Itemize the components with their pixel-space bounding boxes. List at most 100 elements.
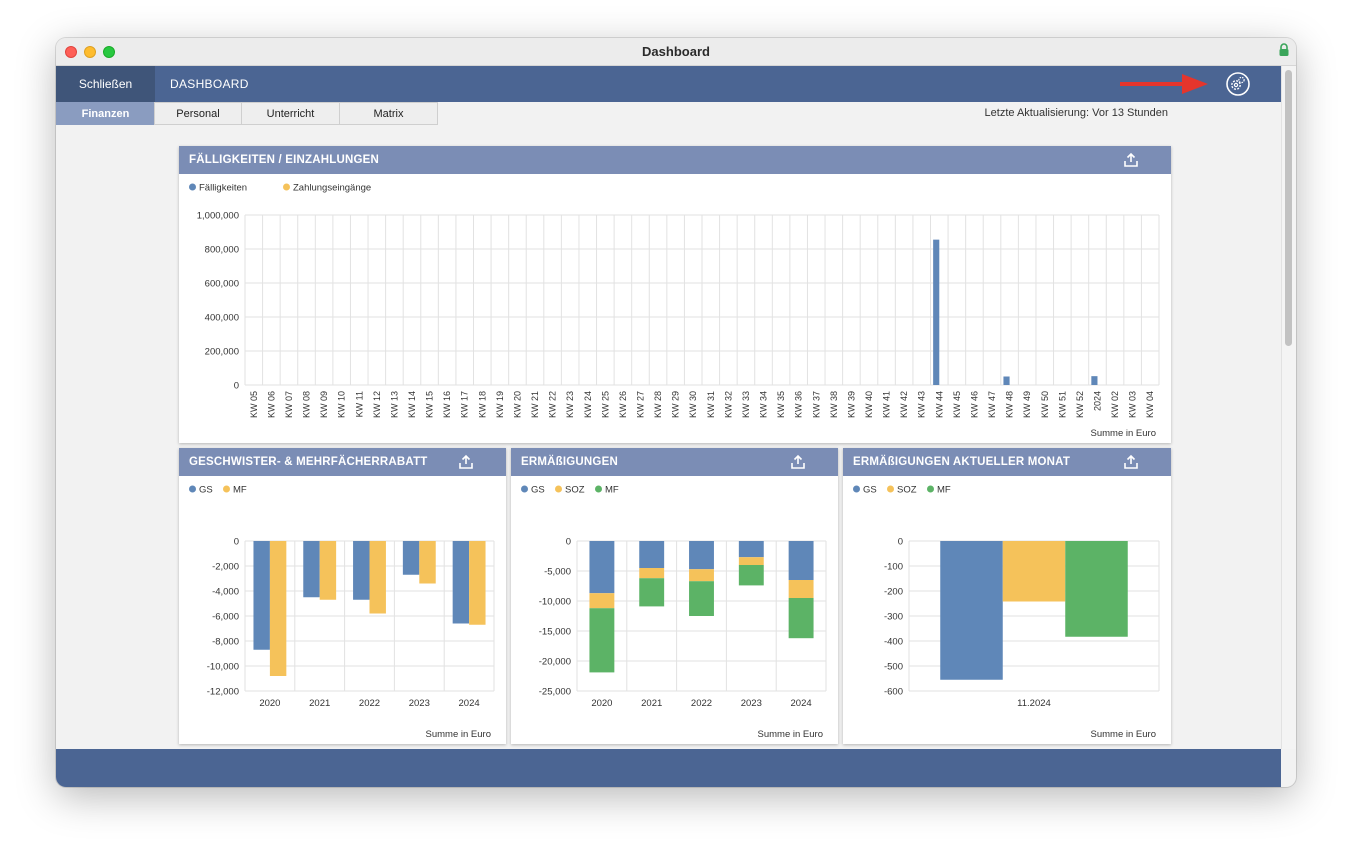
legend-marker: [853, 485, 860, 493]
x-tick-label: KW 18: [477, 391, 487, 418]
panel-ermaessigungen-monat: ERMÄßIGUNGEN AKTUELLER MONAT GS SOZ MF 0 -10…: [843, 448, 1171, 744]
x-tick-label: KW 43: [917, 391, 927, 418]
bar: [689, 581, 714, 616]
x-tick-label: KW 29: [671, 391, 681, 418]
app-window: Dashboard Schließen DASHBOARD Finanzen P…: [56, 38, 1296, 787]
bar: [788, 598, 814, 639]
y-tick-label: -6,000: [212, 612, 239, 623]
x-tick-label: KW 15: [425, 391, 435, 418]
bar: [1002, 541, 1066, 602]
x-tick-label: KW 30: [688, 391, 698, 418]
panel-title: ERMÄßIGUNGEN: [511, 448, 838, 476]
x-tick-label: 2024: [459, 698, 480, 709]
x-tick-label: KW 41: [882, 391, 892, 418]
dashboard-content: FÄLLIGKEITEN / EINZAHLUNGEN Fälligkeiten…: [56, 125, 1281, 749]
bar: [1091, 376, 1098, 385]
zoom-window-button[interactable]: [103, 46, 115, 58]
export-icon[interactable]: [790, 454, 806, 470]
tab-unterricht[interactable]: Unterricht: [241, 102, 340, 125]
chart-footer: Summe in Euro: [1091, 729, 1156, 740]
y-tick-label: -200: [884, 587, 903, 598]
y-tick-label: 0: [234, 381, 239, 392]
panel-title: ERMÄßIGUNGEN AKTUELLER MONAT: [843, 448, 1171, 476]
bar: [589, 541, 615, 594]
chart-geschwister: GS MF 0 -2,000 -4,000 -6,000 -8,000 -10,000 -12,…: [189, 485, 495, 740]
bar: [738, 557, 764, 565]
x-tick-label: KW 49: [1022, 391, 1032, 418]
x-tick-label: KW 37: [811, 391, 821, 418]
tab-finanzen[interactable]: Finanzen: [56, 102, 155, 125]
y-tick-label: -400: [884, 637, 903, 648]
scrollbar-thumb[interactable]: [1285, 70, 1292, 346]
export-icon[interactable]: [1123, 454, 1139, 470]
y-tick-label: -4,000: [212, 587, 239, 598]
lock-icon: [1279, 43, 1289, 56]
legend-marker: [555, 485, 562, 493]
x-tick-label: KW 02: [1110, 391, 1120, 418]
bar: [689, 569, 714, 582]
export-icon[interactable]: [458, 454, 474, 470]
bar: [738, 565, 764, 586]
bar: [589, 608, 615, 673]
x-tick-label: KW 44: [934, 391, 944, 418]
close-button[interactable]: Schließen: [56, 66, 155, 102]
tab-matrix[interactable]: Matrix: [339, 102, 438, 125]
window-title: Dashboard: [642, 44, 710, 59]
y-tick-label: -500: [884, 662, 903, 673]
y-tick-label: -100: [884, 562, 903, 573]
legend-label: GS: [863, 485, 877, 496]
close-window-button[interactable]: [65, 46, 77, 58]
x-tick-label: KW 19: [495, 391, 505, 418]
gear-icon[interactable]: [1226, 72, 1250, 96]
x-tick-label: KW 50: [1040, 391, 1050, 418]
y-tick-label: 0: [898, 537, 903, 548]
minimize-window-button[interactable]: [84, 46, 96, 58]
legend-marker: [223, 485, 230, 493]
y-tick-label: -10,000: [207, 662, 239, 673]
scrollbar[interactable]: [1281, 66, 1296, 749]
bar: [788, 580, 814, 598]
legend-marker: [595, 485, 602, 493]
x-tick-label: KW 42: [899, 391, 909, 418]
footer-bar: [56, 749, 1281, 787]
x-tick-label: KW 33: [741, 391, 751, 418]
y-tick-label: -25,000: [539, 687, 571, 698]
x-tick-label: KW 13: [389, 391, 399, 418]
bar: [639, 568, 665, 579]
x-tick-label: KW 09: [319, 391, 329, 418]
y-tick-label: -15,000: [539, 627, 571, 638]
bar: [353, 541, 370, 600]
x-tick-label: 2021: [641, 698, 662, 709]
tab-personal[interactable]: Personal: [154, 102, 242, 125]
legend-label: Zahlungseingänge: [293, 183, 371, 194]
x-tick-label: 2023: [741, 698, 762, 709]
x-tick-label: KW 27: [635, 391, 645, 418]
x-tick-label: KW 06: [266, 391, 276, 418]
panel-title: FÄLLIGKEITEN / EINZAHLUNGEN: [179, 146, 1171, 174]
bar: [402, 541, 420, 575]
x-tick-label: KW 34: [759, 391, 769, 418]
red-arrow-icon: [1120, 74, 1208, 94]
bar: [639, 578, 665, 607]
chart-footer: Summe in Euro: [426, 729, 491, 740]
x-tick-label: KW 36: [794, 391, 804, 418]
y-tick-label: 600,000: [205, 279, 239, 290]
x-tick-label: KW 08: [302, 391, 312, 418]
x-tick-label: KW 23: [565, 391, 575, 418]
legend-marker: [927, 485, 934, 493]
export-icon[interactable]: [1123, 152, 1139, 168]
x-tick-label: KW 12: [372, 391, 382, 418]
x-tick-label: KW 21: [530, 391, 540, 418]
legend-marker: [189, 183, 196, 191]
y-tick-label: -5,000: [544, 567, 571, 578]
x-tick-label: KW 46: [969, 391, 979, 418]
x-tick-label: 2024: [1092, 391, 1102, 411]
x-tick-label: KW 25: [600, 391, 610, 418]
y-tick-label: 1,000,000: [197, 211, 239, 222]
bar: [269, 541, 287, 676]
bar: [940, 541, 1003, 680]
bar: [689, 541, 714, 570]
panel-faelligkeiten: FÄLLIGKEITEN / EINZAHLUNGEN Fälligkeiten…: [179, 146, 1171, 443]
bar: [419, 541, 436, 584]
x-tick-label: 2024: [791, 698, 812, 709]
